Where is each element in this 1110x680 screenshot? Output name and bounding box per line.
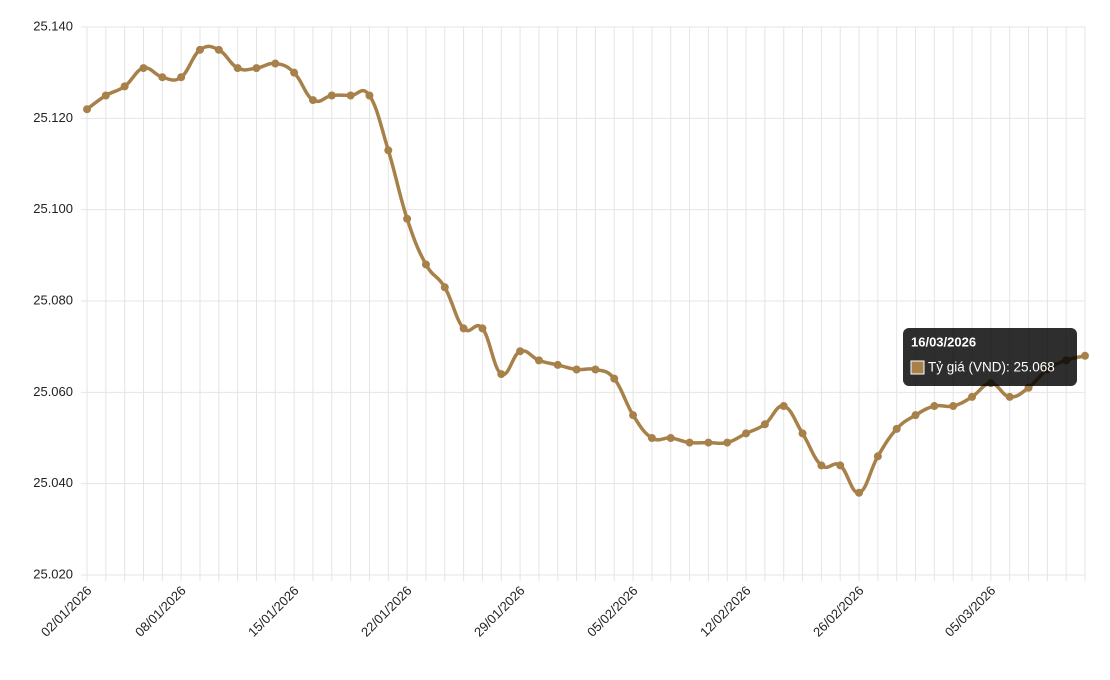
point — [516, 347, 525, 356]
x-tick-label: 15/01/2026 — [245, 583, 302, 640]
y-tick-label: 25.080 — [33, 292, 73, 307]
point — [572, 365, 581, 374]
point — [83, 105, 91, 114]
point — [779, 402, 788, 411]
point — [139, 64, 148, 73]
point — [252, 64, 261, 73]
point — [120, 82, 129, 91]
point — [553, 360, 562, 369]
point — [798, 429, 807, 438]
point — [930, 402, 939, 411]
point — [421, 260, 430, 269]
y-tick-label: 25.140 — [33, 18, 73, 33]
point — [327, 91, 336, 100]
x-tick-label: 08/01/2026 — [132, 583, 189, 640]
point — [647, 434, 656, 442]
point — [911, 411, 920, 420]
y-tick-label: 25.020 — [33, 566, 73, 581]
point — [233, 64, 242, 73]
point — [308, 96, 317, 105]
tooltip-title: 16/03/2026 — [911, 334, 976, 349]
point — [610, 374, 619, 383]
point — [290, 68, 299, 77]
y-tick-label: 25.060 — [33, 384, 73, 399]
point — [1081, 351, 1089, 360]
point — [873, 452, 882, 461]
point — [591, 365, 600, 374]
point — [629, 411, 638, 420]
point — [478, 324, 487, 333]
point — [949, 402, 958, 411]
tooltip-box — [903, 328, 1077, 386]
point — [195, 45, 204, 54]
point — [760, 420, 769, 429]
point — [1005, 392, 1014, 401]
x-tick-label: 05/03/2026 — [942, 583, 999, 640]
point — [177, 73, 186, 82]
point — [440, 283, 449, 292]
point — [497, 370, 506, 379]
point — [723, 438, 732, 447]
point — [214, 45, 223, 54]
x-tick-label: 26/02/2026 — [810, 583, 867, 640]
x-tick-label: 05/02/2026 — [584, 583, 641, 640]
tooltip-swatch — [910, 360, 925, 375]
point — [403, 214, 412, 223]
point — [968, 392, 977, 401]
x-tick-label: 22/01/2026 — [358, 583, 415, 640]
point — [666, 434, 675, 442]
point — [685, 438, 694, 447]
x-tick-label: 12/02/2026 — [697, 583, 754, 640]
point — [855, 488, 864, 497]
point — [365, 91, 374, 100]
point — [742, 429, 751, 438]
point — [271, 59, 280, 68]
point — [158, 73, 167, 82]
point — [817, 461, 826, 470]
y-tick-label: 25.120 — [33, 110, 73, 125]
point — [704, 438, 713, 447]
tooltip: 16/03/2026 Tỷ giá (VND): 25.068 — [903, 328, 1077, 386]
tooltip-label: Tỷ giá (VND): 25.068 — [928, 360, 1055, 375]
point — [459, 324, 468, 333]
point — [534, 356, 543, 365]
point — [892, 424, 901, 433]
line — [85, 44, 1086, 495]
y-tick-label: 25.040 — [33, 475, 73, 490]
x-tick-label: 02/01/2026 — [38, 583, 95, 640]
point — [101, 91, 110, 100]
point — [346, 91, 355, 100]
point — [836, 461, 845, 470]
y-tick-label: 25.100 — [33, 201, 73, 216]
x-tick-label: 29/01/2026 — [471, 583, 528, 640]
point — [384, 146, 393, 155]
